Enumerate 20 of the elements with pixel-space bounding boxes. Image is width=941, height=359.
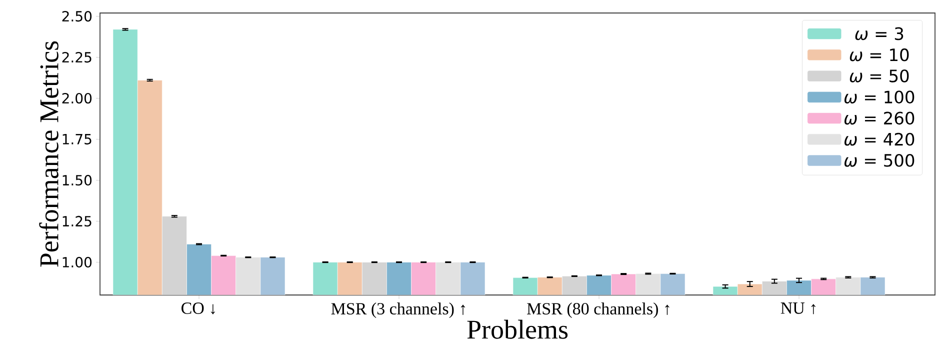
y-tick-label: 2.50	[62, 10, 92, 22]
x-tick-label: CO ↓	[182, 302, 215, 314]
legend-label: ω = 500	[844, 154, 914, 167]
x-tick-label: MSR (3 channels) ↑	[331, 302, 465, 318]
y-tick-label: 2.25	[62, 52, 92, 63]
y-tick-label: 2.00	[62, 92, 92, 104]
legend-label: ω = 10	[850, 48, 909, 62]
y-tick-label: 1.50	[62, 174, 92, 186]
legend-label: ω = 260	[844, 112, 914, 125]
x-tick-label: NU ↑	[780, 302, 816, 314]
x-tick-label: MSR (80 channels) ↑	[527, 302, 670, 318]
x-axis-title: Problems	[467, 320, 568, 339]
legend-label: ω = 420	[844, 132, 914, 146]
legend-label: ω = 100	[844, 90, 914, 104]
y-tick-label: 1.75	[62, 134, 92, 144]
y-axis-title: Performance Metrics	[39, 41, 58, 267]
y-tick-label: 1.25	[62, 216, 92, 227]
y-tick-label: 1.00	[62, 256, 92, 268]
legend-label: ω = 50	[850, 69, 909, 82]
legend-label: ω = 3	[855, 27, 904, 40]
